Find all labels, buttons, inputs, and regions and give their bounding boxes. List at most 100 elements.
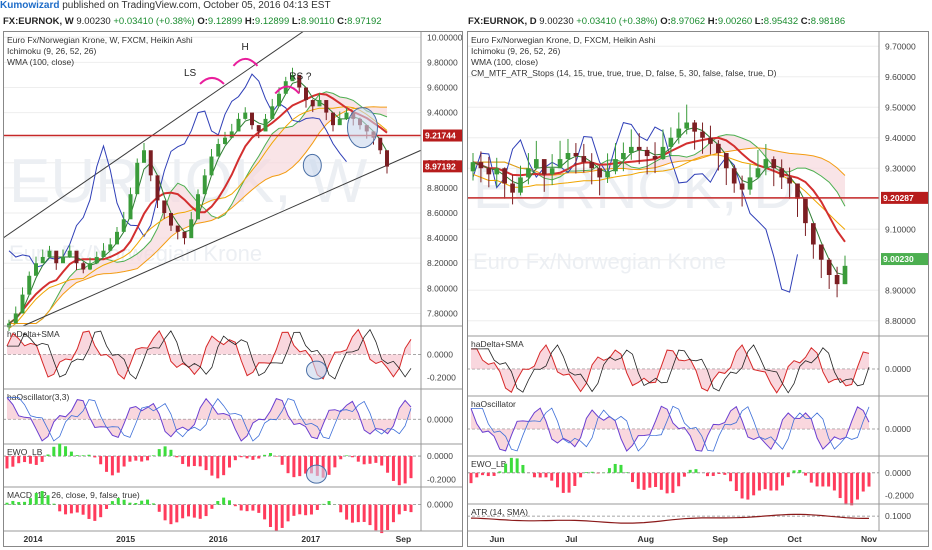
histogram-bar bbox=[821, 472, 825, 487]
right-close: 8.98186 bbox=[810, 16, 846, 27]
candle-body bbox=[644, 149, 650, 157]
projection-ellipse bbox=[346, 107, 378, 149]
candle-body bbox=[331, 112, 335, 126]
histogram-bar bbox=[169, 449, 173, 457]
histogram-bar bbox=[815, 472, 819, 487]
oscillator-line bbox=[6, 328, 412, 380]
label-h: H bbox=[241, 42, 248, 53]
histogram-bar bbox=[729, 472, 733, 482]
histogram-bar bbox=[309, 504, 313, 515]
candle-body bbox=[182, 231, 187, 239]
histogram-bar bbox=[659, 472, 663, 490]
indicator-name: ATR (14, SMA) bbox=[471, 507, 528, 517]
histogram-bar bbox=[350, 456, 354, 458]
histogram-bar bbox=[192, 456, 196, 467]
histogram-bar bbox=[81, 504, 85, 515]
histogram-bar bbox=[227, 456, 231, 468]
panel-bg bbox=[467, 31, 929, 548]
histogram-bar bbox=[87, 504, 91, 519]
candle-body bbox=[739, 183, 745, 190]
price-tick-label: 9.40000 bbox=[427, 108, 458, 118]
histogram-bar bbox=[636, 472, 640, 489]
x-tick-label: Jul bbox=[565, 534, 577, 544]
histogram-bar bbox=[99, 504, 103, 518]
histogram-bar bbox=[677, 472, 681, 487]
histogram-bar bbox=[75, 455, 79, 457]
indicator-name: EWO_LB bbox=[471, 459, 507, 469]
candle-body bbox=[88, 263, 92, 270]
histogram-bar bbox=[757, 472, 761, 491]
candle-body bbox=[803, 198, 808, 224]
histogram-bar bbox=[175, 504, 179, 523]
histogram-bar bbox=[151, 455, 155, 457]
histogram-bar bbox=[327, 456, 331, 475]
candle-body bbox=[549, 168, 555, 175]
histogram-bar bbox=[34, 456, 38, 465]
candle-body bbox=[94, 256, 99, 264]
oscillator-line bbox=[470, 344, 870, 394]
signal-line bbox=[7, 328, 412, 380]
histogram-bar bbox=[105, 504, 109, 509]
histogram-bar bbox=[11, 456, 15, 467]
histogram-bar bbox=[780, 472, 784, 486]
indicator-pane-3: ATR (14, SMA) 0.1000 bbox=[467, 507, 929, 532]
chikou-span bbox=[8, 73, 347, 268]
candle-body bbox=[223, 137, 227, 144]
candle-body bbox=[621, 153, 626, 160]
candle-body bbox=[202, 175, 207, 195]
candle-body bbox=[115, 231, 119, 245]
candle-body bbox=[128, 194, 133, 220]
histogram-bar bbox=[263, 504, 267, 520]
histogram-bar bbox=[110, 501, 114, 505]
indicator-tick: 0.0000 bbox=[885, 364, 911, 374]
histogram-bar bbox=[532, 472, 536, 478]
candle-body bbox=[652, 156, 658, 160]
histogram-bar bbox=[175, 456, 179, 458]
weekly-chart[interactable]: 10.000009.800009.600009.400009.200009.00… bbox=[3, 31, 463, 548]
daily-chart[interactable]: 9.700009.600009.500009.400009.300009.200… bbox=[467, 31, 929, 548]
histogram-bar bbox=[286, 456, 290, 474]
candle-body bbox=[40, 256, 45, 264]
histogram-bar bbox=[368, 504, 372, 526]
price-tick-label: 9.40000 bbox=[885, 133, 916, 143]
histogram-bar bbox=[515, 458, 519, 473]
histogram-bar bbox=[192, 504, 196, 518]
left-symbol: FX:EURNOK, W bbox=[3, 16, 74, 27]
author-link[interactable]: Kumowizard bbox=[0, 0, 60, 11]
histogram-bar bbox=[17, 456, 21, 464]
histogram-bar bbox=[391, 504, 395, 523]
right-low: 8.95432 bbox=[763, 16, 799, 27]
histogram-bar bbox=[573, 472, 577, 486]
oscillator-area bbox=[7, 397, 411, 441]
hs-annotations: LS H RS ? bbox=[184, 42, 378, 177]
histogram-bar bbox=[498, 471, 502, 473]
candle-body bbox=[731, 168, 737, 184]
histogram-bar bbox=[561, 472, 565, 493]
indicator-tick: 0.0000 bbox=[885, 468, 911, 478]
histogram-bar bbox=[521, 464, 525, 473]
histogram-bar bbox=[809, 472, 813, 483]
histogram-bar bbox=[245, 456, 249, 459]
candle-body bbox=[270, 106, 275, 119]
histogram-bar bbox=[222, 456, 226, 476]
signal-line bbox=[7, 397, 412, 442]
candle-body bbox=[787, 177, 792, 184]
trend-channel bbox=[3, 31, 422, 327]
histogram-bar bbox=[504, 463, 508, 473]
candle-body bbox=[20, 294, 25, 314]
indicator-name: haDelta+SMA bbox=[471, 339, 524, 349]
price-tick-label: 9.70000 bbox=[885, 41, 916, 51]
indicator-tick: -0.2000 bbox=[427, 373, 456, 383]
candle-body bbox=[605, 171, 610, 178]
candle-body bbox=[834, 275, 840, 285]
highlight-ellipse bbox=[302, 153, 322, 177]
candle-body bbox=[811, 223, 816, 245]
x-tick-label: Nov bbox=[861, 534, 877, 544]
histogram-bar bbox=[867, 472, 871, 487]
candle-body bbox=[826, 259, 832, 275]
histogram-bar bbox=[128, 502, 132, 505]
histogram-bar bbox=[792, 470, 796, 473]
candle-body bbox=[510, 183, 515, 193]
histogram-bar bbox=[861, 472, 865, 492]
histogram-bar bbox=[263, 454, 267, 457]
